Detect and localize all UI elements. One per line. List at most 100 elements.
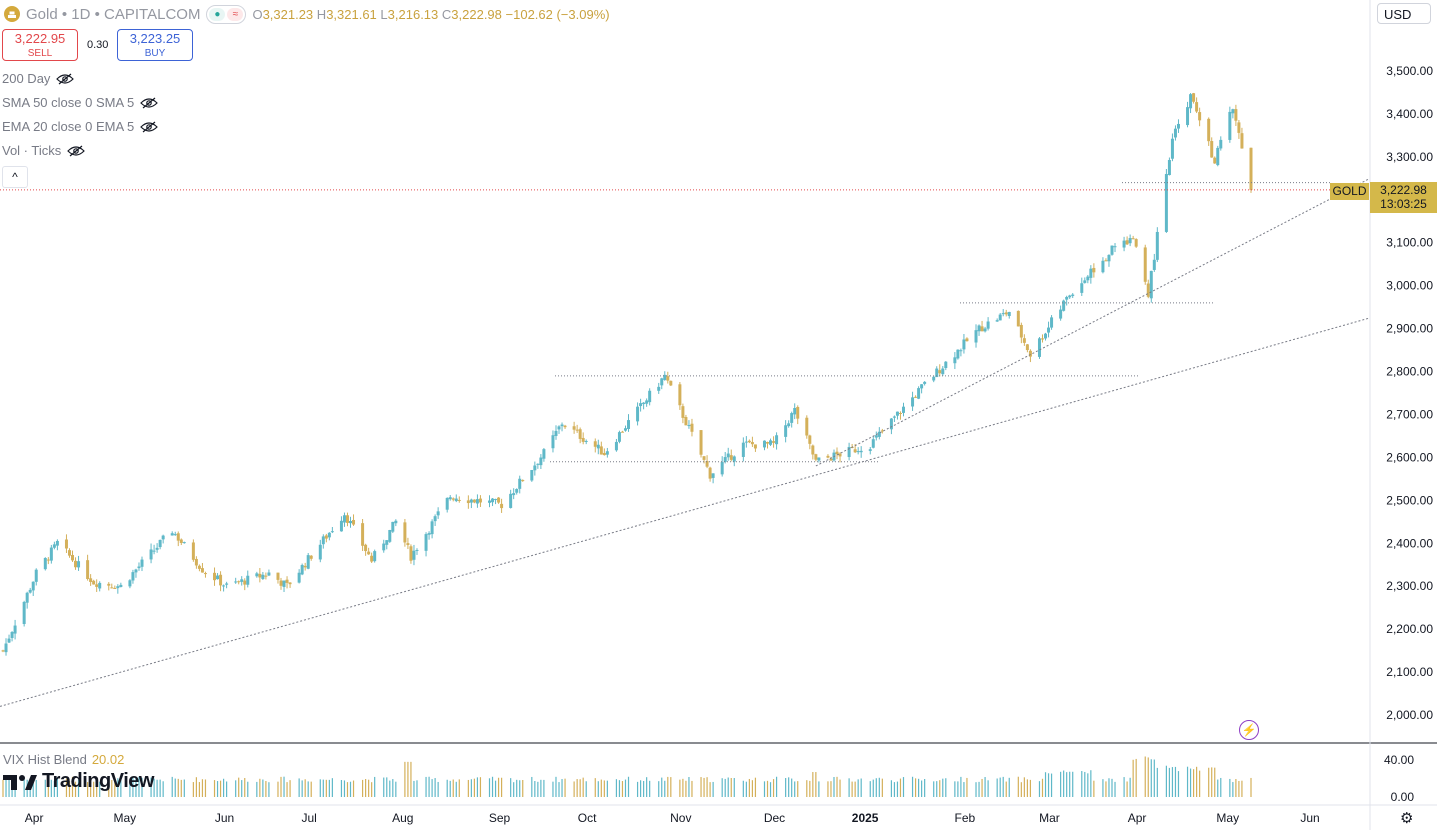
candle-body [1047,327,1051,333]
indicator-ema-20[interactable]: EMA 20 close 0 EMA 5 [2,119,159,134]
candle-body [784,425,788,437]
candle-body [345,515,349,523]
price-scale-label: 2,600.00 [1386,450,1433,464]
time-axis-label: Apr [1128,811,1147,825]
candle-body [113,588,117,590]
candle-body [871,439,875,448]
price-scale-label: 3,100.00 [1386,236,1433,250]
candle-body [25,592,29,603]
candle-body [155,547,159,550]
candle-body [518,478,522,489]
candle-body [134,569,138,573]
candle-body [605,451,609,455]
market-status-pill[interactable]: ● ≈ [206,4,247,24]
time-axis-label: May [113,811,136,825]
candle-body [1249,147,1253,190]
candle-body [1131,238,1135,240]
candle-body [430,521,434,535]
candle-body [494,499,498,501]
candle-body [729,455,733,460]
price-scale-label: 3,500.00 [1386,64,1433,78]
indicator-sma-50[interactable]: SMA 50 close 0 SMA 5 [2,95,159,110]
candle-body [258,573,262,578]
eye-hidden-icon[interactable] [56,73,75,85]
candle-body [627,420,631,429]
candle-body [1219,139,1223,149]
eye-hidden-icon[interactable] [67,145,86,157]
candle-body [530,469,534,481]
horizontal-levels[interactable] [0,182,1370,463]
candle-body [246,575,250,585]
time-axis-label: Apr [25,811,44,825]
candle-body [182,542,186,544]
candle-body [744,441,748,443]
candle-body [161,535,165,540]
candle-body [469,499,473,503]
candle-body [901,406,905,413]
buy-button[interactable]: 3,223.25 BUY [117,29,193,61]
candle-body [71,554,75,561]
currency-select[interactable]: USD [1377,3,1431,24]
time-axis-label: Jun [1300,811,1319,825]
tradingview-logo[interactable]: TradingView [3,770,154,793]
last-price-value: 3,222.98 [1380,183,1427,197]
settings-gear-icon[interactable]: ⚙ [1400,810,1414,827]
candle-body [533,465,537,471]
candle-body [240,579,244,582]
candle-body [1231,109,1235,114]
candle-body [52,544,56,548]
candle-body [74,560,78,568]
indicator-label: EMA 20 close 0 EMA 5 [2,119,135,134]
time-axis-label: 2025 [852,811,879,825]
candle-body [772,441,776,443]
candle-body [403,522,407,543]
candle-body [877,431,881,437]
candle-body [427,533,431,535]
trendlines[interactable] [0,177,1371,707]
candle-body [953,357,957,364]
candle-body [847,446,851,458]
candle-body [1044,333,1048,339]
candle-body [1128,238,1132,244]
symbol-title[interactable]: Gold • 1D • CAPITALCOM [26,5,201,23]
candle-body [956,349,960,359]
candle-body [77,561,81,568]
candle-body [472,499,476,503]
candle-body [1019,324,1023,338]
sell-price: 3,222.95 [14,31,66,46]
candle-body [1107,254,1111,262]
buy-label: BUY [144,48,166,59]
candle-body [330,531,334,533]
open-value: 3,321.23 [262,6,314,22]
candle-body [1164,173,1168,232]
candle-body [367,551,371,555]
vix-legend[interactable]: VIX Hist Blend 20.02 [3,752,124,767]
candle-body [853,449,857,453]
eye-hidden-icon[interactable] [140,97,159,109]
indicator-volume[interactable]: Vol · Ticks [2,143,86,158]
candle-body [488,500,492,503]
candle-body [1173,128,1177,138]
price-scale-label: 3,300.00 [1386,150,1433,164]
change-value: −102.62 (−3.09%) [505,6,610,22]
last-price-tag: 3,222.98 13:03:25 [1370,182,1437,213]
lightning-icon[interactable]: ⚡ [1239,720,1259,740]
candle-body [935,368,939,378]
eye-hidden-icon[interactable] [140,121,159,133]
candle-body [1210,141,1214,158]
candle-body [1037,338,1041,357]
indicator-200-day[interactable]: 200 Day [2,71,75,86]
time-axis-label: Feb [955,811,976,825]
candle-body [1167,159,1171,176]
candle-body [412,550,416,560]
candle-body [394,520,398,524]
candle-body [98,582,102,589]
price-scale-label: 2,700.00 [1386,407,1433,421]
candle-body [747,440,751,443]
candle-body [980,326,984,332]
sell-button[interactable]: 3,222.95 SELL [2,29,78,61]
candle-body [584,440,588,442]
price-scale-label: 2,900.00 [1386,322,1433,336]
collapse-legend-button[interactable]: ^ [2,166,28,188]
